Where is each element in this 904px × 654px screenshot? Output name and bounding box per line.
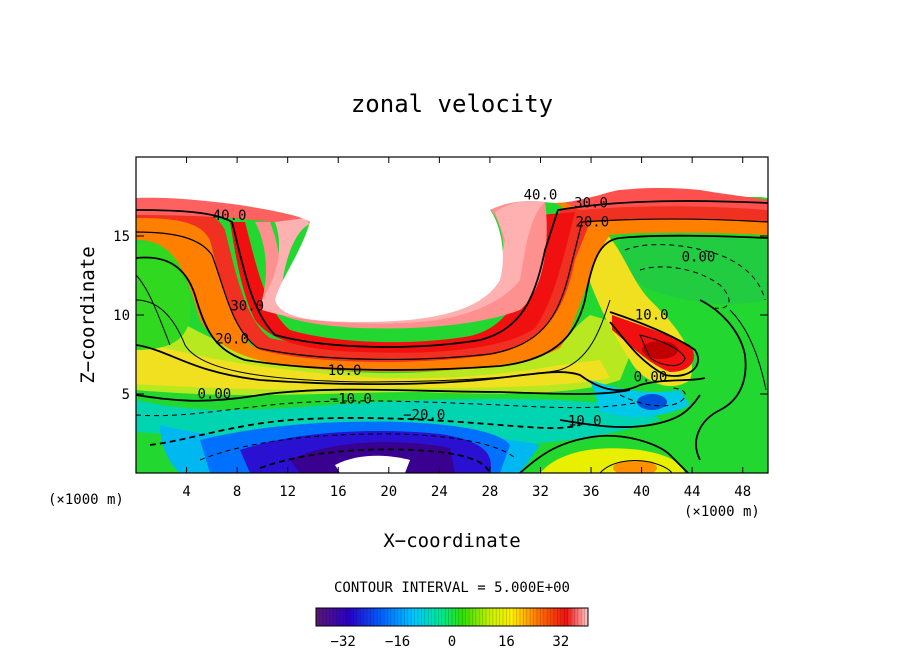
x-tick-label: 12 bbox=[279, 484, 296, 500]
contour-label: −20.0 bbox=[403, 407, 445, 423]
colorbar-tick-label: 16 bbox=[498, 634, 515, 650]
contour-label: 10.0 bbox=[328, 363, 362, 379]
x-tick-label: 44 bbox=[684, 484, 701, 500]
x-axis-label: X−coordinate bbox=[383, 530, 520, 552]
x-tick-label: 28 bbox=[481, 484, 498, 500]
colorbar-tick-label: −32 bbox=[331, 634, 356, 650]
velocity-field bbox=[136, 157, 768, 473]
colorbar bbox=[315, 607, 589, 627]
y-tick-label: 15 bbox=[113, 229, 130, 245]
contour-label: 40.0 bbox=[213, 208, 247, 224]
contour-label: 20.0 bbox=[575, 215, 609, 231]
x-tick-label: 36 bbox=[583, 484, 600, 500]
x-unit-right: (×1000 m) bbox=[684, 504, 760, 520]
x-tick-label: 24 bbox=[431, 484, 448, 500]
x-tick-label: 48 bbox=[734, 484, 751, 500]
x-tick-label: 40 bbox=[633, 484, 650, 500]
contour-label: 30.0 bbox=[574, 196, 608, 212]
x-tick-label: 32 bbox=[532, 484, 549, 500]
x-tick-label: 20 bbox=[380, 484, 397, 500]
contour-label: 10.0 bbox=[568, 414, 602, 430]
contour-label: 40.0 bbox=[524, 188, 558, 204]
contour-interval: CONTOUR INTERVAL = 5.000E+00 bbox=[334, 580, 570, 596]
contour-label: 10.0 bbox=[635, 308, 669, 324]
x-tick-label: 16 bbox=[330, 484, 347, 500]
colorbar-tick-label: 0 bbox=[448, 634, 456, 650]
contour-label: 30.0 bbox=[230, 298, 264, 314]
contour-lines bbox=[136, 200, 768, 473]
colorbar-tick-label: 32 bbox=[552, 634, 569, 650]
contour-label: 0.00 bbox=[682, 249, 716, 265]
contour-label: 0.00 bbox=[198, 387, 232, 403]
y-tick-label: 10 bbox=[113, 308, 130, 324]
y-tick-label: 5 bbox=[122, 387, 130, 403]
x-tick-label: 4 bbox=[182, 484, 190, 500]
chart-title: zonal velocity bbox=[351, 90, 553, 118]
contour-label: −10.0 bbox=[330, 391, 372, 407]
colorbar-tick-label: −16 bbox=[385, 634, 410, 650]
x-tick-label: 8 bbox=[233, 484, 241, 500]
contour-label: 0.00 bbox=[634, 369, 668, 385]
y-axis-label: Z−coordinate bbox=[77, 246, 99, 383]
x-unit-left: (×1000 m) bbox=[48, 492, 124, 508]
contour-label: 20.0 bbox=[215, 331, 249, 347]
